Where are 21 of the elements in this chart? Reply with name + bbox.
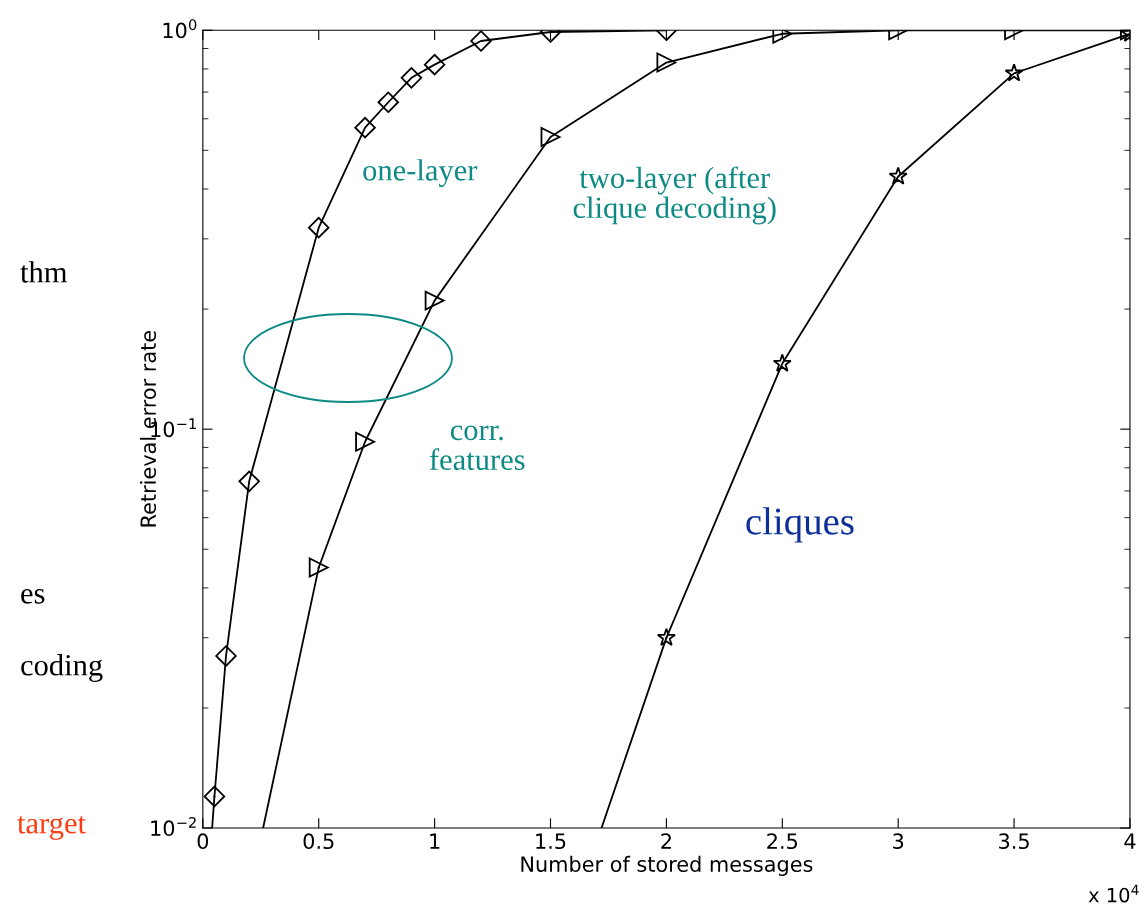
x-tick-label: 2 [661,833,671,849]
annotation: two-layer (after clique decoding) [573,166,776,225]
text: es [21,588,45,604]
x-tick-label: 2.5 [767,833,798,850]
text: x 10$^{4}$ [1088,884,1139,903]
x-tick-label: 3.5 [999,833,1029,850]
x-tick-label: 0 [197,833,209,850]
x-tick-label: 4 [1124,833,1136,849]
text: coding [21,654,103,682]
x-tick-label: 3 [893,833,904,850]
annotation: corr. features [429,425,525,471]
text: target [17,816,86,840]
annotation: cliques [746,507,854,543]
x-tick-label: 1 [430,833,440,849]
y-tick-label: 10$^{−2}$ [151,817,196,837]
y-tick-label: 10$^{0}$ [163,19,197,39]
annotation: one-layer [363,159,478,187]
x-axis-title: Number of stored messages [521,855,813,877]
x-tick-label: 0.5 [303,833,334,850]
x-tick-label: 1.5 [536,833,566,850]
text: thm [20,261,68,283]
